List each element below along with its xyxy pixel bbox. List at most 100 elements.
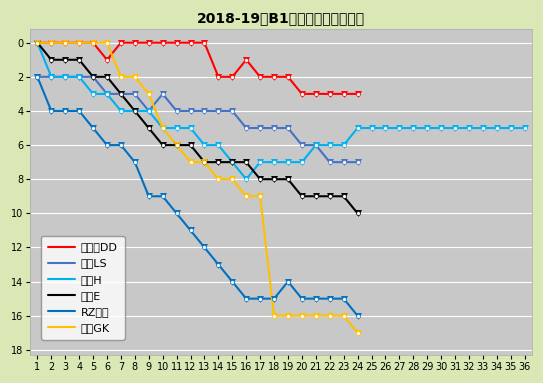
- Point: [159, 142, 167, 148]
- Point: [339, 142, 348, 148]
- Point: [437, 125, 445, 131]
- Point: [61, 108, 70, 114]
- Point: [186, 159, 195, 165]
- Line: RZ福岡: RZ福岡: [37, 77, 358, 316]
- Legend: 名古屋DD, 滅賀LS, 京都H, 大阮E, RZ福岡, 琉球GK: 名古屋DD, 滅賀LS, 京都H, 大阮E, RZ福岡, 琉球GK: [41, 236, 124, 340]
- 京都H: [368, 126, 375, 130]
- Point: [61, 108, 70, 114]
- 名古屋DD: [229, 75, 236, 79]
- Point: [47, 40, 55, 46]
- Point: [117, 74, 125, 80]
- Point: [256, 193, 264, 199]
- 大阮E: [104, 75, 110, 79]
- Point: [312, 142, 320, 148]
- Point: [33, 40, 42, 46]
- 京都H: [521, 126, 528, 130]
- Point: [172, 142, 181, 148]
- 京都H: [62, 75, 68, 79]
- Point: [117, 142, 125, 148]
- 大阮E: [90, 75, 96, 79]
- Point: [242, 176, 250, 182]
- Point: [159, 40, 167, 46]
- 京都H: [187, 126, 194, 130]
- Point: [200, 244, 209, 250]
- RZ福岡: [62, 109, 68, 113]
- Point: [325, 193, 334, 199]
- Point: [144, 40, 153, 46]
- Point: [75, 57, 84, 63]
- Point: [242, 125, 250, 131]
- 大阮E: [355, 211, 361, 216]
- 名古屋DD: [62, 41, 68, 45]
- Point: [270, 176, 279, 182]
- Point: [312, 296, 320, 302]
- Point: [283, 74, 292, 80]
- Point: [228, 278, 237, 285]
- Point: [75, 57, 84, 63]
- Point: [214, 176, 223, 182]
- Line: 大阮E: 大阮E: [37, 43, 358, 213]
- Point: [339, 159, 348, 165]
- Point: [130, 74, 139, 80]
- Point: [47, 74, 55, 80]
- RZ福岡: [90, 126, 96, 130]
- 京都H: [479, 126, 486, 130]
- Point: [159, 125, 167, 131]
- 名古屋DD: [285, 75, 291, 79]
- Point: [200, 142, 209, 148]
- 滅賀LS: [326, 160, 333, 164]
- Point: [242, 125, 250, 131]
- 琉球GK: [160, 126, 166, 130]
- 滅賀LS: [313, 143, 319, 147]
- Point: [117, 108, 125, 114]
- 京都H: [76, 75, 83, 79]
- Point: [312, 193, 320, 199]
- 名古屋DD: [131, 41, 138, 45]
- 琉球GK: [62, 41, 68, 45]
- Point: [325, 91, 334, 97]
- Point: [381, 125, 390, 131]
- Point: [339, 313, 348, 319]
- 名古屋DD: [118, 41, 124, 45]
- Point: [130, 91, 139, 97]
- Point: [353, 159, 362, 165]
- Point: [159, 125, 167, 131]
- Point: [242, 193, 250, 199]
- Point: [283, 74, 292, 80]
- 琉球GK: [118, 75, 124, 79]
- Point: [256, 159, 264, 165]
- Point: [339, 159, 348, 165]
- 琉球GK: [76, 41, 83, 45]
- Point: [325, 313, 334, 319]
- Point: [103, 74, 111, 80]
- Point: [200, 159, 209, 165]
- Point: [144, 108, 153, 114]
- Point: [117, 40, 125, 46]
- Point: [228, 74, 237, 80]
- Point: [256, 159, 264, 165]
- Point: [312, 313, 320, 319]
- 滅賀LS: [76, 75, 83, 79]
- Point: [200, 40, 209, 46]
- 滅賀LS: [62, 75, 68, 79]
- 滅賀LS: [201, 109, 208, 113]
- 大阮E: [160, 143, 166, 147]
- 琉球GK: [326, 313, 333, 318]
- Point: [409, 125, 418, 131]
- 大阮E: [257, 177, 263, 182]
- Point: [61, 40, 70, 46]
- 大阮E: [285, 177, 291, 182]
- Point: [298, 91, 306, 97]
- Point: [325, 142, 334, 148]
- Point: [130, 159, 139, 165]
- Point: [33, 40, 42, 46]
- Point: [520, 125, 529, 131]
- Point: [61, 40, 70, 46]
- 琉球GK: [355, 331, 361, 335]
- Point: [228, 176, 237, 182]
- Point: [172, 40, 181, 46]
- 大阮E: [201, 160, 208, 164]
- Point: [228, 176, 237, 182]
- Point: [103, 57, 111, 63]
- Point: [312, 296, 320, 302]
